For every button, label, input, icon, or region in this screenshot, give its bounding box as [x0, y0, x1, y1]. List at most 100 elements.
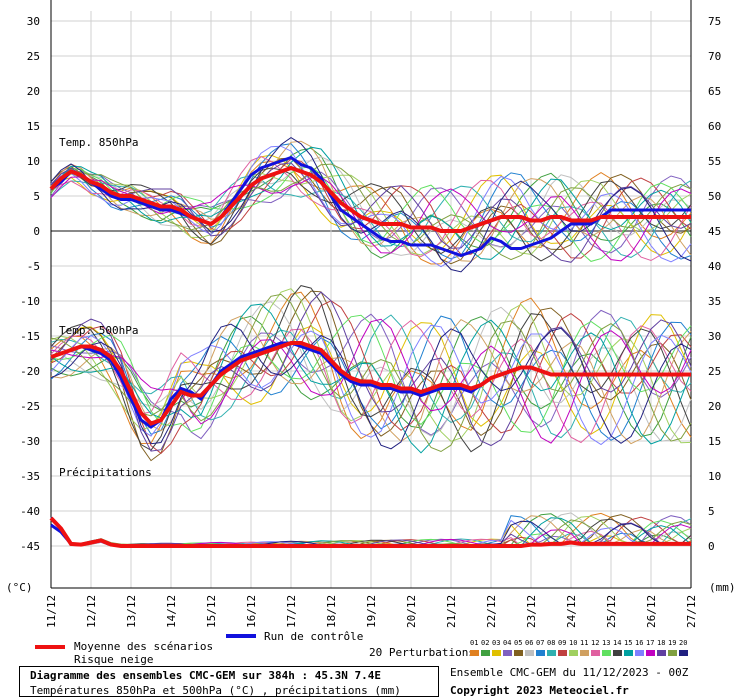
perturbation-swatch	[624, 650, 633, 656]
perturbation-14-t850-line	[50, 167, 692, 262]
right-tick-label: 40	[708, 260, 721, 273]
left-tick-label: -25	[20, 400, 40, 413]
perturbation-9-t500-line	[50, 300, 692, 454]
left-tick-label: -30	[20, 435, 40, 448]
perturbation-number: 08	[547, 639, 556, 647]
footer-subtitle: Températures 850hPa et 500hPa (°C) , pré…	[30, 684, 401, 697]
right-tick-label: 50	[708, 190, 721, 203]
perturbation-2-t500-line	[50, 315, 692, 438]
perturbation-11-t500-line	[50, 315, 692, 445]
left-tick-label: 20	[27, 85, 40, 98]
right-tick-label: 5	[708, 505, 715, 518]
right-tick-label: 15	[708, 435, 721, 448]
perturbation-number: 09	[558, 639, 567, 647]
left-tick-label: 25	[27, 50, 40, 63]
perturbation-number: 05	[514, 639, 523, 647]
x-tick-label: 17/12	[285, 595, 298, 628]
left-tick-label: 30	[27, 15, 40, 28]
perturbation-number: 11	[580, 639, 589, 647]
right-tick-label: 10	[708, 470, 721, 483]
mean-legend-swatch	[35, 645, 65, 649]
right-tick-label: 30	[708, 330, 721, 343]
x-tick-label: 20/12	[405, 595, 418, 628]
x-tick-label: 12/12	[85, 595, 98, 628]
x-tick-label: 25/12	[605, 595, 618, 628]
perturbation-swatch	[492, 650, 501, 656]
perturbation-16-t500-line	[50, 324, 692, 446]
x-tick-label: 24/12	[565, 595, 578, 628]
t500-panel-label: Temp. 500hPa	[59, 324, 138, 337]
ensemble-info: Ensemble CMC-GEM du 11/12/2023 - 00Z	[450, 666, 689, 679]
perturbation-swatch	[591, 650, 600, 656]
left-tick-label: 0	[33, 225, 40, 238]
perturbation-swatch	[547, 650, 556, 656]
perturbation-swatch	[470, 650, 479, 656]
footer-box: Diagramme des ensembles CMC-GEM sur 384h…	[19, 666, 439, 697]
perturbation-number: 06	[525, 639, 534, 647]
left-tick-label: -5	[27, 260, 40, 273]
right-tick-label: 60	[708, 120, 721, 133]
snow-legend-label: Risque neige	[74, 653, 154, 666]
x-tick-label: 18/12	[325, 595, 338, 628]
perturbation-20-t500-line	[50, 323, 692, 450]
perturbation-number: 02	[481, 639, 490, 647]
right-tick-label: 45	[708, 225, 721, 238]
mean-t850-line	[49, 165, 691, 233]
perturbation-swatch	[657, 650, 666, 656]
control-legend-label: Run de contrôle	[264, 630, 364, 643]
perturbation-number: 14	[613, 639, 622, 647]
perturbation-swatch	[569, 650, 578, 656]
left-tick-label: 5	[33, 190, 40, 203]
perturbation-number: 07	[536, 639, 545, 647]
perturbation-number: 16	[635, 639, 644, 647]
perturbation-1-t500-line	[50, 291, 692, 445]
left-tick-label: -45	[20, 540, 40, 553]
left-axis-unit: (°C)	[6, 581, 33, 594]
perturbation-swatch	[613, 650, 622, 656]
perturbation-swatch	[514, 650, 523, 656]
perturbation-number: 01	[470, 639, 479, 647]
x-tick-label: 19/12	[365, 595, 378, 628]
perturbation-3-t500-line	[50, 314, 692, 435]
perturbation-number: 19	[668, 639, 677, 647]
control-t850-line	[50, 155, 691, 258]
perturbation-11-t850-line	[50, 140, 692, 262]
x-tick-label: 23/12	[525, 595, 538, 628]
x-tick-label: 14/12	[165, 595, 178, 628]
perturbation-4-t500-line	[50, 309, 692, 440]
perturbation-18-t500-line	[50, 291, 692, 452]
axes	[50, 0, 692, 589]
perturbation-18-t850-line	[50, 162, 692, 263]
t850-panel-label: Temp. 850hPa	[59, 136, 138, 149]
right-tick-label: 35	[708, 295, 721, 308]
perturbation-10-t500-line	[50, 288, 692, 444]
left-tick-label: 10	[27, 155, 40, 168]
left-tick-label: -20	[20, 365, 40, 378]
perturbation-swatch	[558, 650, 567, 656]
perturbation-1-t850-line	[50, 160, 692, 265]
perturbation-swatch	[503, 650, 512, 656]
x-tick-label: 16/12	[245, 595, 258, 628]
perturbation-12-t500-line	[50, 319, 692, 444]
right-tick-label: 55	[708, 155, 721, 168]
mean-precip-line	[49, 516, 691, 548]
perturbation-swatch	[536, 650, 545, 656]
left-tick-label: -15	[20, 330, 40, 343]
right-tick-label: 20	[708, 400, 721, 413]
x-tick-label: 15/12	[205, 595, 218, 628]
x-tick-label: 11/12	[45, 595, 58, 628]
right-tick-label: 0	[708, 540, 715, 553]
perturbation-19-t500-line	[50, 293, 692, 453]
right-tick-label: 65	[708, 85, 721, 98]
right-tick-label: 75	[708, 15, 721, 28]
perturbation-17-t850-line	[50, 176, 692, 262]
footer-title: Diagramme des ensembles CMC-GEM sur 384h…	[30, 669, 381, 682]
control-legend-swatch	[226, 634, 256, 638]
perturbation-swatch	[679, 650, 688, 656]
perturbation-number: 04	[503, 639, 512, 647]
copyright: Copyright 2023 Meteociel.fr	[450, 684, 629, 697]
perturbation-number: 03	[492, 639, 501, 647]
right-axis-unit: (mm)	[709, 581, 736, 594]
